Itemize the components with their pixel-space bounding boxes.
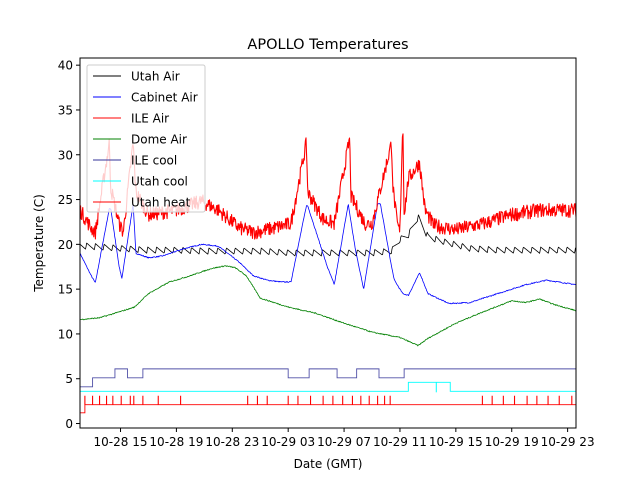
series-cabinet-air bbox=[80, 203, 576, 305]
series-line bbox=[80, 381, 576, 392]
legend-item-utah-air: Utah Air bbox=[93, 70, 180, 84]
x-tick-label: 10-29 19 bbox=[485, 435, 539, 449]
series-utah-air bbox=[80, 214, 576, 257]
legend: Utah Air Cabinet Air ILE Air Dome Air ILE co… bbox=[86, 64, 206, 213]
legend-item-utah-cool: Utah cool bbox=[93, 175, 188, 189]
legend-label: Utah cool bbox=[131, 175, 188, 189]
legend-label: ILE cool bbox=[131, 154, 177, 168]
legend-item-ile-cool: ILE cool bbox=[93, 154, 177, 168]
y-tick-label: 30 bbox=[58, 148, 73, 162]
legend-label: ILE Air bbox=[131, 112, 169, 126]
x-tick-label: 10-29 23 bbox=[541, 435, 595, 449]
legend-item-utah-heat: Utah heat bbox=[93, 196, 191, 210]
x-tick-label: 10-29 11 bbox=[373, 435, 427, 449]
legend-label: Dome Air bbox=[131, 133, 187, 147]
x-axis-title: Date (GMT) bbox=[294, 457, 363, 471]
legend-item-dome-air: Dome Air bbox=[93, 133, 187, 147]
series-line bbox=[80, 203, 576, 305]
series-line bbox=[80, 265, 576, 347]
legend-label: Utah heat bbox=[131, 196, 191, 210]
plot-frame bbox=[79, 57, 577, 429]
series-dome-air bbox=[80, 265, 576, 347]
series-utah-cool bbox=[80, 381, 576, 393]
x-tick-label: 10-29 15 bbox=[429, 435, 483, 449]
y-tick-label: 0 bbox=[65, 417, 73, 431]
series-line bbox=[80, 368, 576, 388]
y-axis: 0 5 10 15 20 25 30 35 40 bbox=[58, 59, 80, 431]
chart-title: APOLLO Temperatures bbox=[247, 37, 408, 53]
series-line bbox=[80, 214, 576, 257]
x-tick-label: 10-28 23 bbox=[205, 435, 259, 449]
y-tick-label: 35 bbox=[58, 103, 73, 117]
y-axis-title: Temperature (C) bbox=[32, 194, 46, 293]
legend-label: Cabinet Air bbox=[131, 91, 198, 105]
legend-item-cabinet-air: Cabinet Air bbox=[93, 91, 198, 105]
series-ile-cool bbox=[80, 368, 576, 388]
x-tick-label: 10-28 15 bbox=[94, 435, 148, 449]
x-axis: 10-28 15 10-28 19 10-28 23 10-29 03 10-29 07… bbox=[94, 428, 595, 449]
x-tick-label: 10-29 07 bbox=[317, 435, 371, 449]
legend-label: Utah Air bbox=[131, 70, 180, 84]
y-tick-label: 25 bbox=[58, 193, 73, 207]
y-tick-label: 5 bbox=[65, 372, 73, 386]
x-tick-label: 10-29 03 bbox=[261, 435, 315, 449]
legend-item-ile-air: ILE Air bbox=[93, 112, 169, 126]
series-layer bbox=[80, 133, 576, 414]
legend-box bbox=[86, 64, 206, 213]
x-tick-label: 10-28 19 bbox=[149, 435, 203, 449]
y-tick-label: 20 bbox=[58, 238, 73, 252]
y-tick-label: 40 bbox=[58, 59, 73, 73]
series-utah-heat bbox=[80, 395, 576, 414]
series-line bbox=[80, 404, 576, 414]
y-tick-label: 15 bbox=[58, 283, 73, 297]
y-tick-label: 10 bbox=[58, 327, 73, 341]
